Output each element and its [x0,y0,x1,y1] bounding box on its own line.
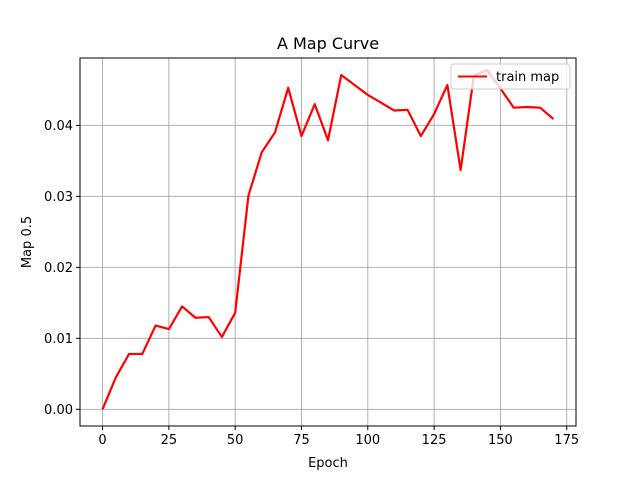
legend-entry-train-map: train map [496,70,559,85]
y-tick-label: 0.01 [44,332,73,347]
chart-title: A Map Curve [277,34,379,53]
x-tick-label: 0 [98,433,106,448]
y-axis-label: Map 0.5 [20,216,35,268]
legend-box [450,63,571,90]
x-tick-label: 100 [355,433,380,448]
x-tick-label: 25 [161,433,178,448]
axis-ticks: 0 25 50 75 100 125 150 175 0.00 0.01 0.02 0.03 0.04 [44,119,579,448]
legend: train map [450,63,571,90]
x-tick-label: 175 [554,433,579,448]
y-tick-label: 0.02 [44,261,73,276]
x-tick-label: 75 [293,433,310,448]
x-tick-label: 50 [227,433,244,448]
grid-lines [80,58,576,426]
x-axis-label: Epoch [308,456,348,471]
x-tick-label: 150 [488,433,513,448]
plot-frame [79,57,577,427]
y-tick-label: 0.03 [44,190,73,205]
y-tick-label: 0.00 [44,403,73,418]
x-tick-label: 125 [422,433,447,448]
y-tick-label: 0.04 [44,119,73,134]
